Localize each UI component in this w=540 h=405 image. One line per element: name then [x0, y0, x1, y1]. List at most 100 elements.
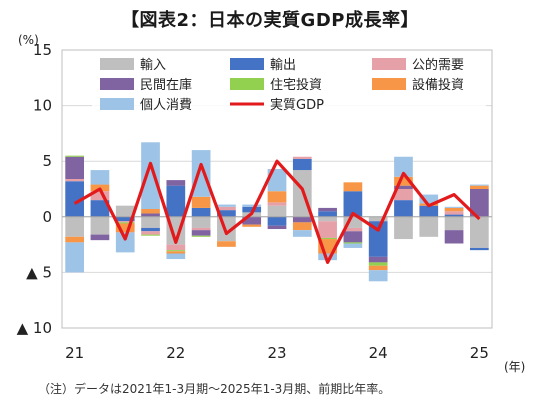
bar-segment — [242, 224, 262, 227]
y-tick-label: 10 — [33, 97, 52, 115]
bar-segment — [166, 244, 186, 251]
legend-label: 輸出 — [270, 58, 296, 73]
bar-segment — [469, 185, 489, 189]
x-tick-label: 25 — [470, 344, 489, 362]
bar-segment — [444, 207, 464, 212]
bar-segment — [318, 216, 337, 222]
bar-segment — [65, 178, 85, 182]
bar-segment — [444, 206, 464, 208]
legend-label: 輸入 — [140, 58, 166, 73]
legend-label: 公的需要 — [412, 57, 464, 73]
bar-segment — [394, 185, 413, 189]
bar-segment — [191, 150, 211, 197]
bar-segment — [141, 231, 160, 235]
bar-segment — [166, 253, 186, 260]
bar-segment — [242, 204, 262, 207]
bar-segment — [191, 207, 211, 217]
legend-swatch — [230, 78, 264, 90]
legend-swatch — [230, 58, 264, 70]
bar-segment — [469, 184, 489, 186]
bar-segment — [469, 216, 489, 248]
bar-segment — [267, 225, 287, 230]
bar-segment — [65, 156, 85, 179]
legend-label: 住宅投資 — [270, 77, 322, 93]
bar-segment — [141, 216, 160, 228]
bar-segment — [115, 222, 135, 224]
bar-segment — [141, 234, 160, 236]
legend-swatch — [372, 58, 406, 70]
bar-segment — [343, 227, 363, 232]
bar-segment — [191, 196, 211, 208]
bar-segment — [292, 216, 312, 223]
bar-segment — [65, 216, 85, 237]
bar-segment — [343, 216, 363, 228]
bar-segment — [394, 200, 413, 217]
bar-segment — [394, 189, 413, 201]
y-tick-label: 0 — [42, 208, 52, 226]
legend-swatch — [100, 98, 134, 110]
legend-label: 民間在庫 — [140, 78, 192, 93]
bar-segment — [394, 176, 413, 186]
bar-segment — [368, 262, 388, 266]
x-tick-label: 22 — [166, 344, 185, 362]
bar-segment — [90, 234, 110, 241]
bar-segment — [90, 170, 110, 185]
bar-segment — [267, 202, 287, 206]
bar-segment — [469, 247, 489, 251]
bar-segment — [343, 231, 363, 243]
y-tick-label: 15 — [33, 41, 52, 59]
bar-segment — [343, 182, 363, 192]
bar-segment — [115, 223, 135, 233]
y-tick-label: ▲ 5 — [26, 263, 52, 281]
y-axis-unit: (%) — [18, 33, 39, 47]
bar-segment — [141, 209, 160, 214]
bar-segment — [368, 216, 388, 222]
bar-segment — [318, 211, 337, 217]
bar-segment — [217, 210, 236, 217]
bar-segment — [292, 230, 312, 237]
bar-segment — [141, 213, 160, 217]
bar-segment — [191, 216, 211, 228]
x-tick-label: 21 — [65, 344, 84, 362]
bar-segment — [343, 243, 363, 248]
bar-segment — [166, 251, 186, 254]
legend-swatch — [100, 58, 134, 70]
legend-swatch — [372, 78, 406, 90]
bar-segment — [292, 158, 312, 171]
bar-segment — [394, 216, 413, 240]
bar-segment — [444, 211, 464, 215]
y-tick-label: ▲ 10 — [17, 319, 52, 337]
legend-swatch — [100, 78, 134, 90]
bar-segment — [141, 142, 160, 210]
bar-segment — [115, 221, 135, 223]
bar-segment — [292, 156, 312, 159]
bar-segment — [191, 230, 211, 236]
bar-segment — [191, 227, 211, 231]
bar-segment — [65, 181, 85, 217]
bar-segment — [141, 227, 160, 232]
bar-segment — [115, 232, 135, 253]
bar-segment — [292, 222, 312, 231]
x-tick-label: 23 — [267, 344, 286, 362]
bar-segment — [419, 194, 439, 204]
bar-segment — [419, 205, 439, 217]
bar-segment — [444, 230, 464, 244]
bar-segment — [90, 216, 110, 235]
bar-segment — [242, 206, 262, 213]
bar-segment — [318, 253, 337, 261]
legend-label: 個人消費 — [140, 98, 192, 113]
bar-segment — [368, 221, 388, 257]
bar-segment — [90, 200, 110, 217]
bar-segment — [242, 216, 262, 225]
bar-segment — [394, 156, 413, 177]
bar-segment — [318, 237, 337, 240]
bar-segment — [217, 204, 236, 207]
bar-segment — [217, 241, 236, 247]
bar-segment — [419, 216, 439, 237]
bar-segment — [267, 191, 287, 203]
gdp-line — [73, 159, 481, 264]
bar-segment — [90, 191, 110, 201]
bar-segment — [267, 205, 287, 217]
